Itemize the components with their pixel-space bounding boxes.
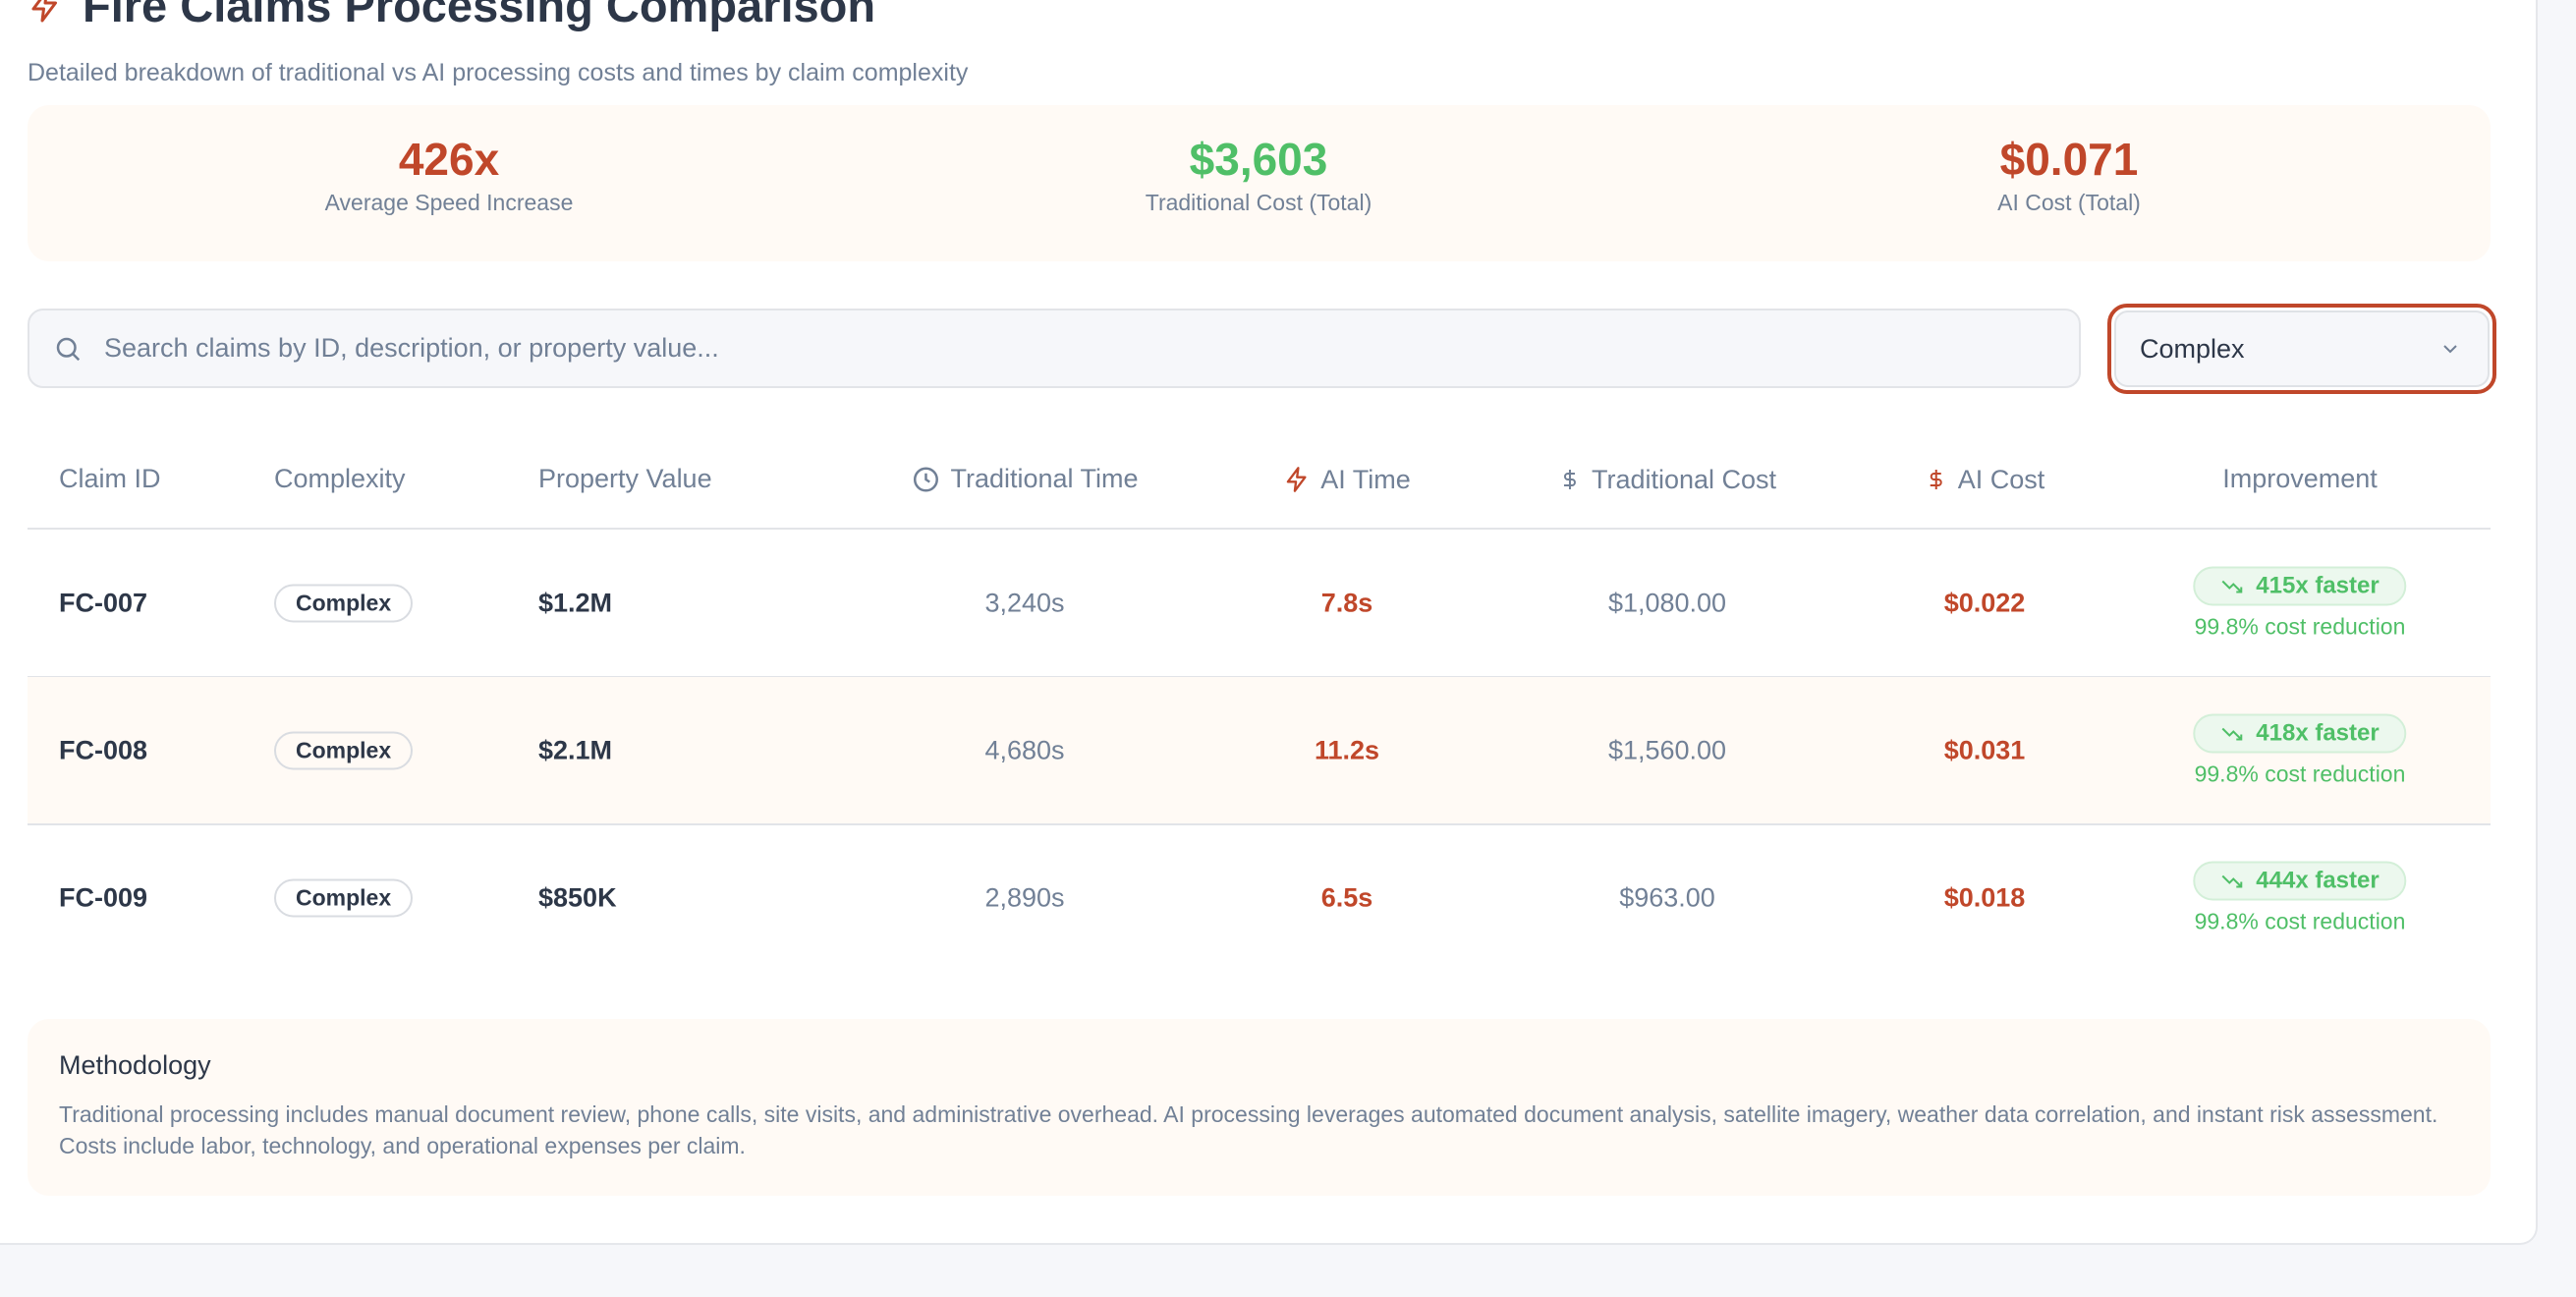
summary-stats: 426x Average Speed Increase $3,603 Traditi… [28, 105, 2491, 261]
column-ai-time: AI Time [1283, 464, 1411, 495]
ai-time: 11.2s [1314, 735, 1380, 765]
title-text: Fire Claims Processing Comparison [83, 0, 876, 31]
ai-cost: $0.022 [1943, 588, 2026, 618]
speed-badge: 418x faster [2193, 713, 2407, 754]
ai-cost: $0.031 [1943, 735, 2026, 765]
column-complexity: Complexity [274, 464, 406, 493]
dollar-icon [1563, 470, 1576, 489]
column-traditional-cost: Traditional Cost [1558, 464, 1776, 495]
stat-label: Average Speed Increase [324, 190, 574, 215]
claim-id: FC-007 [59, 588, 148, 618]
stat-label: AI Cost (Total) [1997, 190, 2141, 215]
complexity-badge: Complex [274, 584, 414, 623]
cost-reduction: 99.8% cost reduction [2194, 908, 2406, 934]
stat-label: Traditional Cost (Total) [1145, 190, 1372, 215]
complexity-badge: Complex [274, 731, 414, 770]
methodology-box: Methodology Traditional processing inclu… [28, 1019, 2491, 1196]
lightning-icon [1286, 467, 1307, 492]
stat-traditional-cost: $3,603 Traditional Cost (Total) [1146, 133, 1372, 216]
speed-badge: 444x faster [2193, 861, 2407, 901]
property-value: $2.1M [538, 735, 613, 765]
complexity-badge: Complex [274, 878, 414, 918]
select-value: Complex [2140, 333, 2245, 364]
ai-time: 6.5s [1320, 882, 1373, 913]
page-title: Fire Claims Processing Comparison [28, 0, 875, 32]
ai-time: 7.8s [1320, 588, 1373, 618]
improvement: 415x faster 99.8% cost reduction [2193, 566, 2407, 641]
property-value: $1.2M [538, 588, 613, 618]
column-property-value: Property Value [538, 464, 712, 493]
column-traditional-time: Traditional Time [911, 464, 1139, 494]
complexity-filter[interactable]: Complex [2107, 304, 2496, 394]
cost-reduction: 99.8% cost reduction [2194, 613, 2406, 640]
stat-value: $0.071 [1999, 134, 2139, 185]
search-icon [56, 337, 81, 361]
claim-id: FC-008 [59, 735, 148, 765]
table-row[interactable]: FC-008 Complex $2.1M 4,680s 11.2s $1,560… [28, 677, 2491, 824]
trending-down-icon [2221, 874, 2243, 888]
table-row[interactable]: FC-009 Complex $850K 2,890s 6.5s $963.00… [28, 824, 2491, 972]
page-subtitle: Detailed breakdown of traditional vs AI … [28, 59, 969, 86]
search-box[interactable] [28, 309, 2081, 388]
property-value: $850K [538, 882, 617, 913]
methodology-text: Traditional processing includes manual d… [59, 1101, 2438, 1158]
traditional-cost: $963.00 [1619, 882, 1715, 913]
clock-icon [913, 467, 938, 491]
improvement: 418x faster 99.8% cost reduction [2193, 713, 2407, 788]
trending-down-icon [2221, 727, 2243, 741]
stat-value: 426x [398, 134, 500, 185]
table-row[interactable]: FC-007 Complex $1.2M 3,240s 7.8s $1,080.… [28, 530, 2491, 677]
cost-reduction: 99.8% cost reduction [2194, 761, 2406, 787]
traditional-time: 2,890s [984, 882, 1065, 913]
speed-badge: 415x faster [2193, 566, 2407, 606]
methodology-title: Methodology [59, 1050, 211, 1080]
traditional-cost: $1,560.00 [1607, 735, 1727, 765]
traditional-cost: $1,080.00 [1607, 588, 1727, 618]
header-divider [28, 528, 2491, 530]
improvement: 444x faster 99.8% cost reduction [2193, 861, 2407, 935]
chevron-down-icon [2443, 345, 2457, 354]
lightning-icon [31, 0, 57, 22]
row-divider [28, 823, 2491, 825]
dollar-icon [1930, 470, 1942, 489]
traditional-time: 3,240s [984, 588, 1065, 618]
claim-id: FC-009 [59, 882, 148, 913]
column-ai-cost: AI Cost [1925, 464, 2044, 495]
stat-ai-cost: $0.071 AI Cost (Total) [1997, 133, 2141, 216]
column-improvement: Improvement [2222, 464, 2378, 493]
stat-value: $3,603 [1189, 134, 1328, 185]
ai-cost: $0.018 [1943, 882, 2026, 913]
stat-speed: 426x Average Speed Increase [325, 133, 574, 216]
column-claim-id: Claim ID [59, 464, 161, 493]
traditional-time: 4,680s [984, 735, 1065, 765]
complexity-select[interactable]: Complex [2114, 310, 2490, 387]
trending-down-icon [2221, 580, 2243, 593]
search-input[interactable] [104, 333, 1971, 364]
